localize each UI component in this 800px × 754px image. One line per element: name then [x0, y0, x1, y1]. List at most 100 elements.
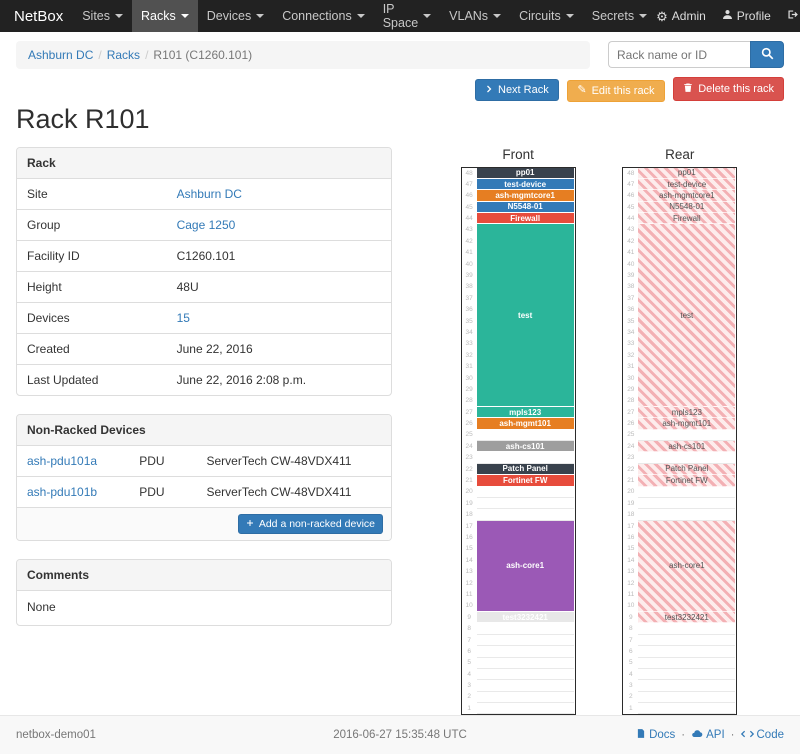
rack-unit-number: 40 [465, 260, 473, 268]
rack-device[interactable]: test3232421 [476, 611, 574, 624]
rack-device[interactable]: N5548-01 [476, 201, 574, 214]
rack-unit-number: 10 [465, 602, 473, 610]
breadcrumb-racks-link[interactable]: Racks [106, 48, 141, 62]
breadcrumb-site-link[interactable]: Ashburn DC [28, 48, 94, 62]
navbar: NetBox Sites Racks Devices Connections I… [0, 0, 800, 32]
rack-unit-number: 38 [465, 283, 473, 291]
attr-value: 48U [166, 270, 391, 302]
rack-device[interactable]: test3232421 [638, 611, 736, 624]
edit-rack-button[interactable]: ✎ Edit this rack [567, 79, 665, 102]
attr-label: Last Updated [17, 363, 167, 395]
rack-empty-unit [638, 623, 736, 635]
hostname: netbox-demo01 [16, 729, 96, 742]
delete-rack-label: Delete this rack [698, 83, 774, 95]
rack-empty-unit [476, 668, 574, 681]
plus-icon [246, 518, 254, 530]
device-link[interactable]: ash-pdu101b [27, 484, 98, 499]
rack-unit-number: 44 [465, 215, 473, 223]
rack-device[interactable]: Firewall [638, 213, 736, 225]
nav-item-vlans[interactable]: VLANs [440, 0, 510, 32]
attr-value: C1260.101 [166, 239, 391, 271]
rack-unit-number: 41 [627, 249, 635, 257]
rack-device[interactable]: Fortinet FW [476, 475, 574, 487]
rack-empty-unit [638, 657, 736, 669]
rack-unit-number: 2 [629, 693, 633, 701]
rack-device[interactable]: Patch Panel [476, 463, 574, 476]
delete-rack-button[interactable]: Delete this rack [673, 77, 784, 101]
rack-unit-number: 24 [627, 442, 635, 450]
logout-link[interactable]: Log out [787, 2, 800, 30]
nav-item-circuits[interactable]: Circuits [510, 0, 583, 32]
rack-unit-number: 2 [467, 693, 471, 701]
rack-empty-unit [476, 646, 574, 658]
nav-item-devices[interactable]: Devices [198, 0, 273, 32]
nav-item-sites[interactable]: Sites [73, 0, 132, 32]
rack-unit-number: 14 [465, 556, 473, 564]
rack-device[interactable]: ash-mgmtcore1 [476, 190, 574, 202]
rack-device[interactable]: ash-cs101 [476, 441, 574, 453]
api-label: API [706, 729, 725, 742]
rack-device[interactable]: Patch Panel [638, 463, 736, 476]
rack-device[interactable]: ash-mgmt101 [476, 418, 574, 430]
profile-link[interactable]: Profile [722, 9, 771, 23]
rack-empty-unit [638, 452, 736, 464]
rack-unit-number: 30 [627, 374, 635, 382]
rack-slots: pp01 test-device ash-mgmtcore1 N5548-01 Fire… [476, 167, 574, 715]
rack-device[interactable]: Fortinet FW [638, 475, 736, 487]
search-button[interactable] [750, 41, 784, 68]
attr-label: Devices [17, 301, 167, 333]
rack-unit-number: 32 [627, 351, 635, 359]
nav-item-secrets[interactable]: Secrets [583, 0, 656, 32]
chevron-down-icon [256, 14, 265, 18]
rack-device[interactable]: mpls123 [638, 406, 736, 419]
nav-item-ip-space[interactable]: IP Space [374, 0, 440, 32]
rack-unit-number: 23 [627, 454, 635, 462]
rack-unit-number: 8 [467, 625, 471, 633]
logout-icon [787, 9, 798, 23]
app-brand[interactable]: NetBox [14, 7, 64, 25]
rack-unit-number: 30 [465, 374, 473, 382]
nonracked-panel-footer: Add a non-racked device [17, 506, 391, 540]
rack-device[interactable]: test [476, 224, 574, 407]
nav-item-racks[interactable]: Racks [132, 0, 198, 32]
rack-device[interactable]: ash-cs101 [638, 441, 736, 453]
comments-panel-title: Comments [17, 559, 391, 591]
nav-item-connections[interactable]: Connections [273, 0, 374, 32]
rack-device[interactable]: Firewall [476, 213, 574, 225]
rack-unit-number: 33 [627, 340, 635, 348]
rack-unit-number: 17 [627, 522, 635, 530]
rack-device[interactable]: pp01 [638, 167, 736, 179]
rack-device[interactable]: test [638, 224, 736, 407]
rack-device[interactable]: ash-core1 [476, 520, 574, 612]
rack-device[interactable]: test-device [476, 178, 574, 191]
rack-device[interactable]: ash-core1 [638, 520, 736, 612]
rack-unit-number: 43 [627, 226, 635, 234]
rack-unit-number: 36 [627, 306, 635, 314]
rack-device[interactable]: mpls123 [476, 406, 574, 419]
devices-count-link[interactable]: 15 [176, 310, 190, 325]
group-link[interactable]: Cage 1250 [176, 217, 236, 232]
code-link[interactable]: Code [740, 729, 784, 742]
api-link[interactable]: API [691, 728, 725, 742]
nav-item-label: Secrets [591, 9, 635, 23]
rack-unit-number: 25 [465, 431, 473, 439]
chevron-down-icon [565, 14, 574, 18]
device-link[interactable]: ash-pdu101a [27, 453, 98, 468]
rack-unit-number: 9 [467, 613, 471, 621]
next-rack-button[interactable]: Next Rack [475, 79, 559, 101]
rack-unit-number: 34 [465, 328, 473, 336]
add-nonracked-device-button[interactable]: Add a non-racked device [237, 513, 383, 534]
site-link[interactable]: Ashburn DC [176, 186, 242, 201]
rack-device[interactable]: pp01 [476, 167, 574, 179]
rack-device[interactable]: ash-mgmt101 [638, 418, 736, 430]
rack-device[interactable]: N5548-01 [638, 201, 736, 214]
search-input[interactable] [608, 41, 750, 68]
docs-link[interactable]: Docs [636, 728, 675, 742]
rack-device[interactable]: test-device [638, 178, 736, 191]
rack-unit-number: 19 [465, 499, 473, 507]
rack-device[interactable]: ash-mgmtcore1 [638, 190, 736, 202]
rack-unit-number: 15 [465, 545, 473, 553]
rack-unit-number: 39 [465, 272, 473, 280]
rack-unit-number: 41 [465, 249, 473, 257]
admin-link[interactable]: ⚙ Admin [656, 9, 706, 23]
